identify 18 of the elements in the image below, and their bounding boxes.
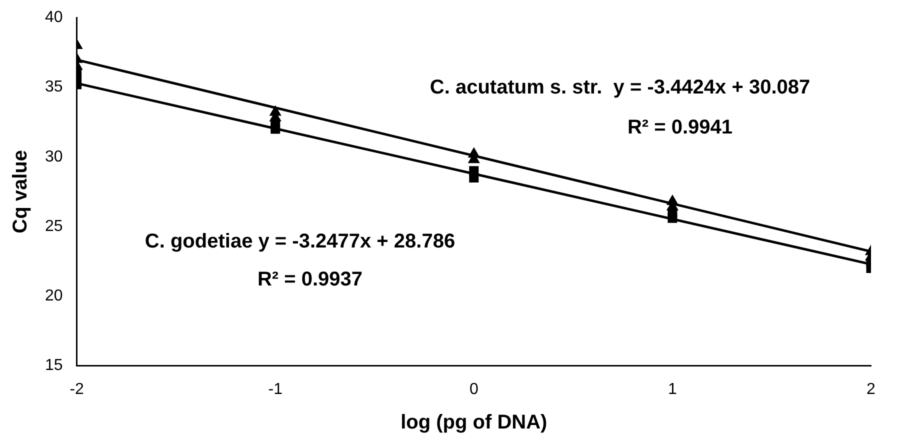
- y-tick-label: 35: [45, 78, 63, 96]
- annotation: C. acutatum s. str. y = -3.4424x + 30.087: [430, 76, 810, 99]
- annotation: R² = 0.9937: [257, 268, 363, 291]
- y-tick-label: 40: [45, 9, 63, 26]
- y-tick-label: 25: [45, 218, 63, 235]
- x-tick-label: 0: [469, 380, 478, 398]
- y-tick-label: 20: [45, 288, 63, 305]
- x-tick-label: -2: [70, 380, 84, 398]
- x-tick-label: 1: [668, 380, 677, 398]
- point: [469, 166, 479, 176]
- x-tick-label: 2: [866, 380, 876, 398]
- y-tick-label: 15: [45, 357, 63, 374]
- y-tick-label: 30: [45, 148, 63, 166]
- x-axis-title: log (pg of DNA): [400, 412, 548, 434]
- annotation: C. godetiae y = -3.2477x + 28.786: [144, 230, 456, 253]
- y-axis-title: Cq value: [10, 150, 32, 234]
- x-tick-label: -1: [268, 380, 283, 398]
- annotation: R² = 0.9941: [627, 116, 733, 139]
